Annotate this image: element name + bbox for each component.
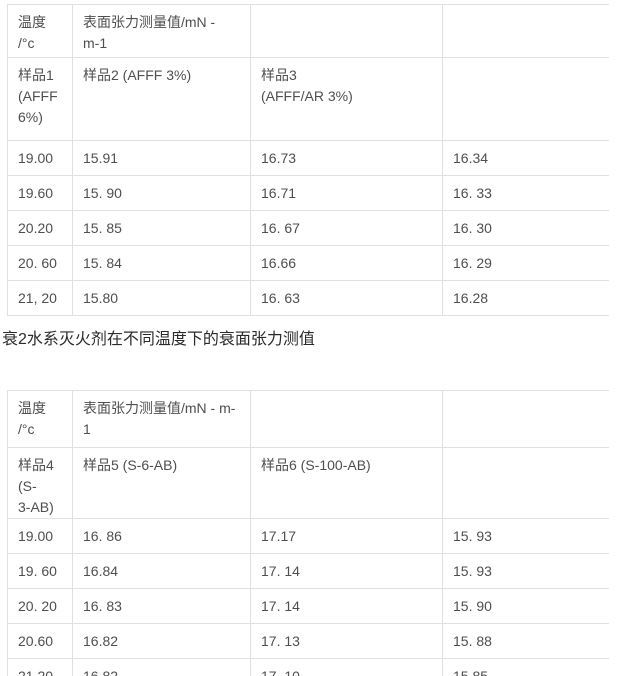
table2-cell: 16. 86 — [72, 518, 251, 554]
table1-cell: 16.73 — [250, 140, 443, 176]
table2-cell: 20.60 — [7, 623, 73, 659]
table1-header-row-samples: 样品1 (AFFF 6%) 样品2 (AFFF 3%) 样品3 (AFFF/AR… — [7, 57, 609, 141]
table1-data-row: 19.00 15.91 16.73 16.34 — [7, 140, 609, 176]
table2-data-row: 19.00 16. 86 17.17 15. 93 — [7, 518, 609, 554]
table1-cell: 20.20 — [7, 210, 73, 246]
table1-header-temperature: 温度 /°c — [7, 4, 73, 58]
table2-header-empty-cell — [442, 390, 609, 448]
table1-cell: 20. 60 — [7, 245, 73, 281]
table2-data-row: 20.60 16.82 17. 13 15. 88 — [7, 623, 609, 659]
table1-cell: 16.28 — [442, 280, 609, 316]
table1-header-empty-cell — [442, 4, 609, 58]
table2-cell: 17. 14 — [250, 588, 443, 624]
table2-caption: 衰2水系灭火剂在不同温度下的衰面张力测值 — [2, 331, 315, 348]
table1-cell: 15.80 — [72, 280, 251, 316]
table2-cell: 15. 88 — [442, 623, 609, 659]
table1-cell: 16. 29 — [442, 245, 609, 281]
table2-cell: 17.17 — [250, 518, 443, 554]
table1-header-measurement-unit: 表面张力测量值/mN - m-1 — [72, 4, 251, 58]
table1-cell: 15. 85 — [72, 210, 251, 246]
surface-tension-table-2: 温度 /°c 表面张力测量值/mN - m- 1 样品4 (S- 3-AB) 样… — [7, 390, 609, 676]
table2-cell: 17. 10 — [250, 658, 443, 676]
table1-cell: 16. 63 — [250, 280, 443, 316]
table2-header-sample4: 样品4 (S- 3-AB) — [7, 447, 73, 519]
table2-cell: 15.85 — [442, 658, 609, 676]
table2-header-row-samples: 样品4 (S- 3-AB) 样品5 (S-6-AB) 样品6 (S-100-AB… — [7, 447, 609, 519]
table1-cell: 15. 90 — [72, 175, 251, 211]
table1-data-row: 21, 20 15.80 16. 63 16.28 — [7, 280, 609, 316]
table2-header-sample5: 样品5 (S-6-AB) — [72, 447, 251, 519]
table1-header-sample2: 样品2 (AFFF 3%) — [72, 57, 251, 141]
table2-cell: 19. 60 — [7, 553, 73, 589]
table1-cell: 16. 30 — [442, 210, 609, 246]
table2-cell: 16.82 — [72, 623, 251, 659]
table2-cell: 19.00 — [7, 518, 73, 554]
table2-cell: 17. 13 — [250, 623, 443, 659]
table2-cell: 15. 93 — [442, 553, 609, 589]
table1-data-row: 19.60 15. 90 16.71 16. 33 — [7, 175, 609, 211]
table1-header-row-units: 温度 /°c 表面张力测量值/mN - m-1 — [7, 4, 609, 58]
table1-cell: 19.00 — [7, 140, 73, 176]
table1-cell: 16. 33 — [442, 175, 609, 211]
table1-cell: 15. 84 — [72, 245, 251, 281]
table2-cell: 17. 14 — [250, 553, 443, 589]
table2-data-row: 21.20 16.82 17. 10 15.85 — [7, 658, 609, 676]
table2-header-empty-cell — [442, 447, 609, 519]
table2-data-row: 19. 60 16.84 17. 14 15. 93 — [7, 553, 609, 589]
table1-cell: 15.91 — [72, 140, 251, 176]
table2-cell: 20. 20 — [7, 588, 73, 624]
table2-cell: 21.20 — [7, 658, 73, 676]
table2-header-temperature: 温度 /°c — [7, 390, 73, 448]
table1-header-empty-cell — [442, 57, 609, 141]
surface-tension-table-1: 温度 /°c 表面张力测量值/mN - m-1 样品1 (AFFF 6%) 样品… — [7, 4, 609, 316]
table1-header-empty-cell — [250, 4, 443, 58]
table1-cell: 21, 20 — [7, 280, 73, 316]
table2-header-row-units: 温度 /°c 表面张力测量值/mN - m- 1 — [7, 390, 609, 448]
table2-data-row: 20. 20 16. 83 17. 14 15. 90 — [7, 588, 609, 624]
table1-cell: 19.60 — [7, 175, 73, 211]
table1-cell: 16.71 — [250, 175, 443, 211]
table1-data-row: 20. 60 15. 84 16.66 16. 29 — [7, 245, 609, 281]
table2-cell: 16.84 — [72, 553, 251, 589]
table2-header-measurement-unit: 表面张力测量值/mN - m- 1 — [72, 390, 251, 448]
table1-header-sample3: 样品3 (AFFF/AR 3%) — [250, 57, 443, 141]
table2-cell: 15. 90 — [442, 588, 609, 624]
table1-data-row: 20.20 15. 85 16. 67 16. 30 — [7, 210, 609, 246]
table1-cell: 16. 67 — [250, 210, 443, 246]
table1-header-sample1: 样品1 (AFFF 6%) — [7, 57, 73, 141]
table1-cell: 16.66 — [250, 245, 443, 281]
table2-header-empty-cell — [250, 390, 443, 448]
table2-cell: 16. 83 — [72, 588, 251, 624]
table1-cell: 16.34 — [442, 140, 609, 176]
table2-cell: 16.82 — [72, 658, 251, 676]
table2-cell: 15. 93 — [442, 518, 609, 554]
table2-header-sample6: 样品6 (S-100-AB) — [250, 447, 443, 519]
